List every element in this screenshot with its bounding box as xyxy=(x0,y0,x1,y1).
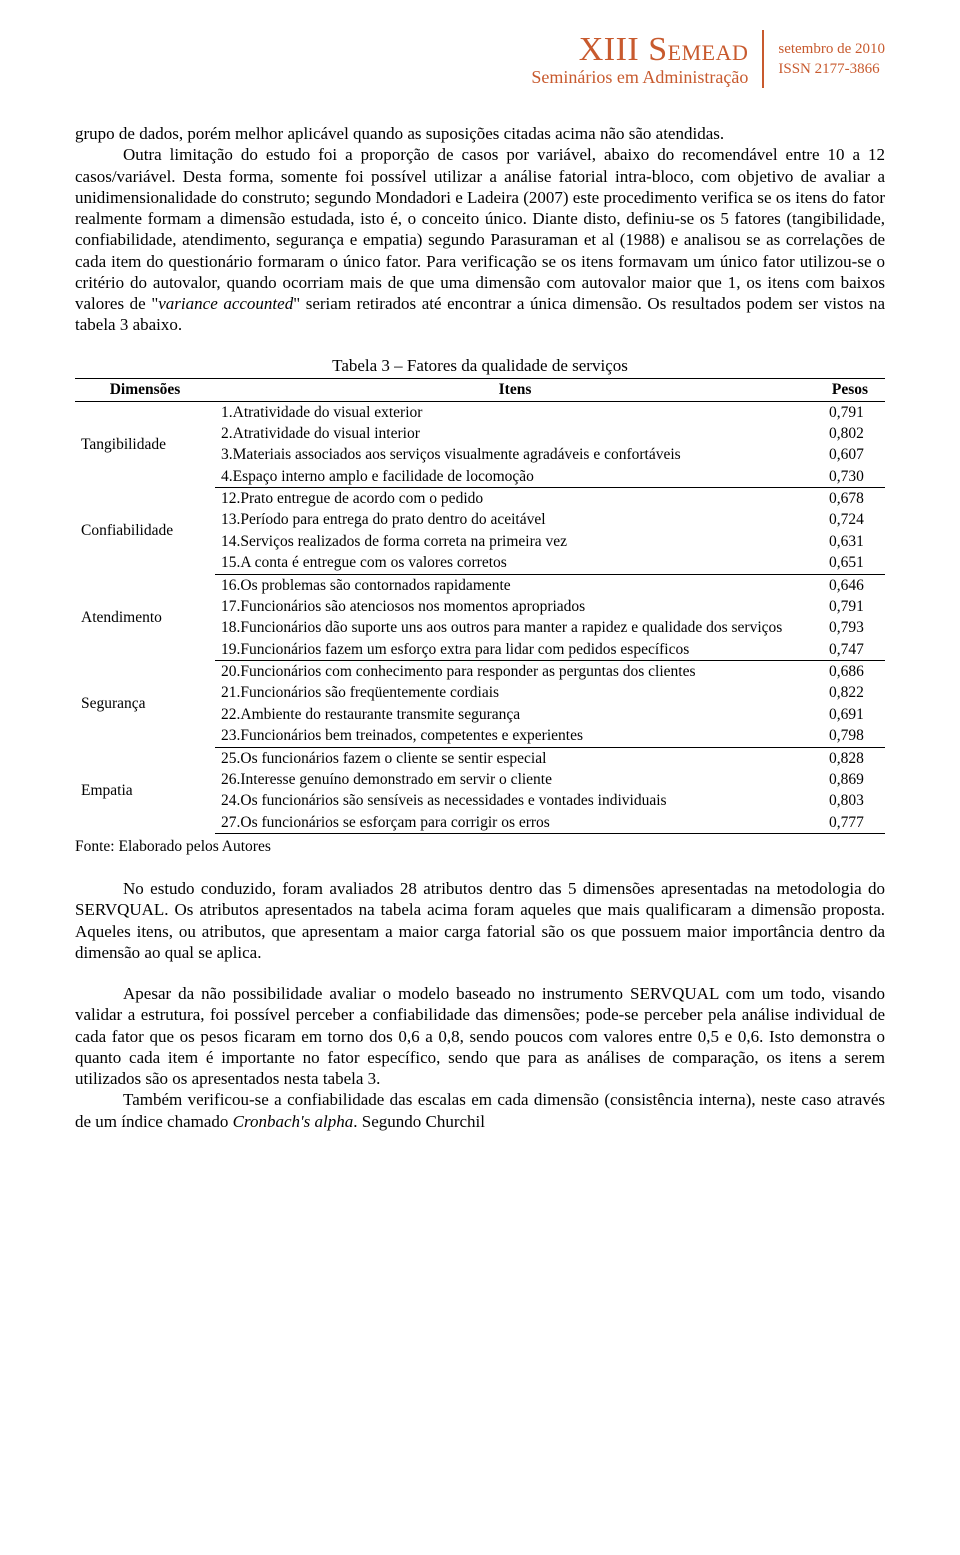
paragraph-4-5: Apesar da não possibilidade avaliar o mo… xyxy=(75,983,885,1132)
item-cell: 22.Ambiente do restaurante transmite seg… xyxy=(215,704,815,725)
peso-cell: 0,802 xyxy=(815,423,885,444)
page-header: XIII SEMEAD Seminários em Administração … xyxy=(75,30,885,88)
item-cell: 17.Funcionários são atenciosos nos momen… xyxy=(215,596,815,617)
header-title-smallcaps: EMEAD xyxy=(668,40,749,65)
peso-cell: 0,686 xyxy=(815,661,885,683)
header-left: XIII SEMEAD Seminários em Administração xyxy=(531,31,748,88)
dimension-cell: Tangibilidade xyxy=(75,401,215,488)
item-cell: 24.Os funcionários são sensíveis as nece… xyxy=(215,790,815,811)
header-title-main: XIII S xyxy=(579,31,668,68)
header-title: XIII SEMEAD xyxy=(531,31,748,69)
peso-cell: 0,791 xyxy=(815,401,885,423)
peso-cell: 0,791 xyxy=(815,596,885,617)
th-itens: Itens xyxy=(215,378,815,401)
item-cell: 2.Atratividade do visual interior xyxy=(215,423,815,444)
peso-cell: 0,798 xyxy=(815,725,885,747)
item-cell: 19.Funcionários fazem um esforço extra p… xyxy=(215,639,815,661)
p5-b: . Segundo Churchil xyxy=(353,1112,485,1131)
table-row: Tangibilidade1.Atratividade do visual ex… xyxy=(75,401,885,423)
item-cell: 20.Funcionários com conhecimento para re… xyxy=(215,661,815,683)
dimension-cell: Atendimento xyxy=(75,574,215,661)
peso-cell: 0,724 xyxy=(815,509,885,530)
th-pesos: Pesos xyxy=(815,378,885,401)
item-cell: 16.Os problemas são contornados rapidame… xyxy=(215,574,815,596)
paragraph-3: No estudo conduzido, foram avaliados 28 … xyxy=(75,878,885,963)
table-row: Atendimento16.Os problemas são contornad… xyxy=(75,574,885,596)
item-cell: 15.A conta é entregue com os valores cor… xyxy=(215,552,815,574)
peso-cell: 0,730 xyxy=(815,466,885,488)
th-dimensoes: Dimensões xyxy=(75,378,215,401)
p4-a: Apesar da não possibilidade avaliar o mo… xyxy=(75,984,885,1088)
table-source: Fonte: Elaborado pelos Autores xyxy=(75,838,885,856)
p1-text: grupo de dados, porém melhor aplicável q… xyxy=(75,124,724,143)
peso-cell: 0,803 xyxy=(815,790,885,811)
item-cell: 18.Funcionários dão suporte uns aos outr… xyxy=(215,617,815,638)
dimension-cell: Segurança xyxy=(75,661,215,748)
item-cell: 21.Funcionários são freqüentemente cordi… xyxy=(215,682,815,703)
peso-cell: 0,793 xyxy=(815,617,885,638)
item-cell: 23.Funcionários bem treinados, competent… xyxy=(215,725,815,747)
item-cell: 27.Os funcionários se esforçam para corr… xyxy=(215,812,815,834)
peso-cell: 0,678 xyxy=(815,488,885,510)
header-divider xyxy=(762,30,764,88)
table-row: Confiabilidade12.Prato entregue de acord… xyxy=(75,488,885,510)
dimension-cell: Confiabilidade xyxy=(75,488,215,575)
header-date: setembro de 2010 xyxy=(778,39,885,59)
p2-italic: variance accounted xyxy=(158,294,293,313)
header-issn: ISSN 2177-3866 xyxy=(778,59,885,79)
item-cell: 14.Serviços realizados de forma correta … xyxy=(215,531,815,552)
peso-cell: 0,777 xyxy=(815,812,885,834)
paragraph-1: grupo de dados, porém melhor aplicável q… xyxy=(75,123,885,336)
p2-a: Outra limitação do estudo foi a proporçã… xyxy=(75,145,885,313)
item-cell: 12.Prato entregue de acordo com o pedido xyxy=(215,488,815,510)
item-cell: 26.Interesse genuíno demonstrado em serv… xyxy=(215,769,815,790)
table-caption: Tabela 3 – Fatores da qualidade de servi… xyxy=(75,356,885,376)
peso-cell: 0,607 xyxy=(815,444,885,465)
peso-cell: 0,822 xyxy=(815,682,885,703)
peso-cell: 0,869 xyxy=(815,769,885,790)
item-cell: 4.Espaço interno amplo e facilidade de l… xyxy=(215,466,815,488)
peso-cell: 0,828 xyxy=(815,747,885,769)
table-row: Segurança20.Funcionários com conheciment… xyxy=(75,661,885,683)
header-subtitle: Seminários em Administração xyxy=(531,67,748,88)
peso-cell: 0,651 xyxy=(815,552,885,574)
peso-cell: 0,691 xyxy=(815,704,885,725)
quality-factors-table: Dimensões Itens Pesos Tangibilidade1.Atr… xyxy=(75,378,885,835)
item-cell: 1.Atratividade do visual exterior xyxy=(215,401,815,423)
p5-italic: Cronbach's alpha xyxy=(233,1112,354,1131)
dimension-cell: Empatia xyxy=(75,747,215,834)
header-right: setembro de 2010 ISSN 2177-3866 xyxy=(778,39,885,80)
peso-cell: 0,646 xyxy=(815,574,885,596)
item-cell: 25.Os funcionários fazem o cliente se se… xyxy=(215,747,815,769)
item-cell: 13.Período para entrega do prato dentro … xyxy=(215,509,815,530)
peso-cell: 0,747 xyxy=(815,639,885,661)
peso-cell: 0,631 xyxy=(815,531,885,552)
item-cell: 3.Materiais associados aos serviços visu… xyxy=(215,444,815,465)
table-header-row: Dimensões Itens Pesos xyxy=(75,378,885,401)
table-row: Empatia25.Os funcionários fazem o client… xyxy=(75,747,885,769)
